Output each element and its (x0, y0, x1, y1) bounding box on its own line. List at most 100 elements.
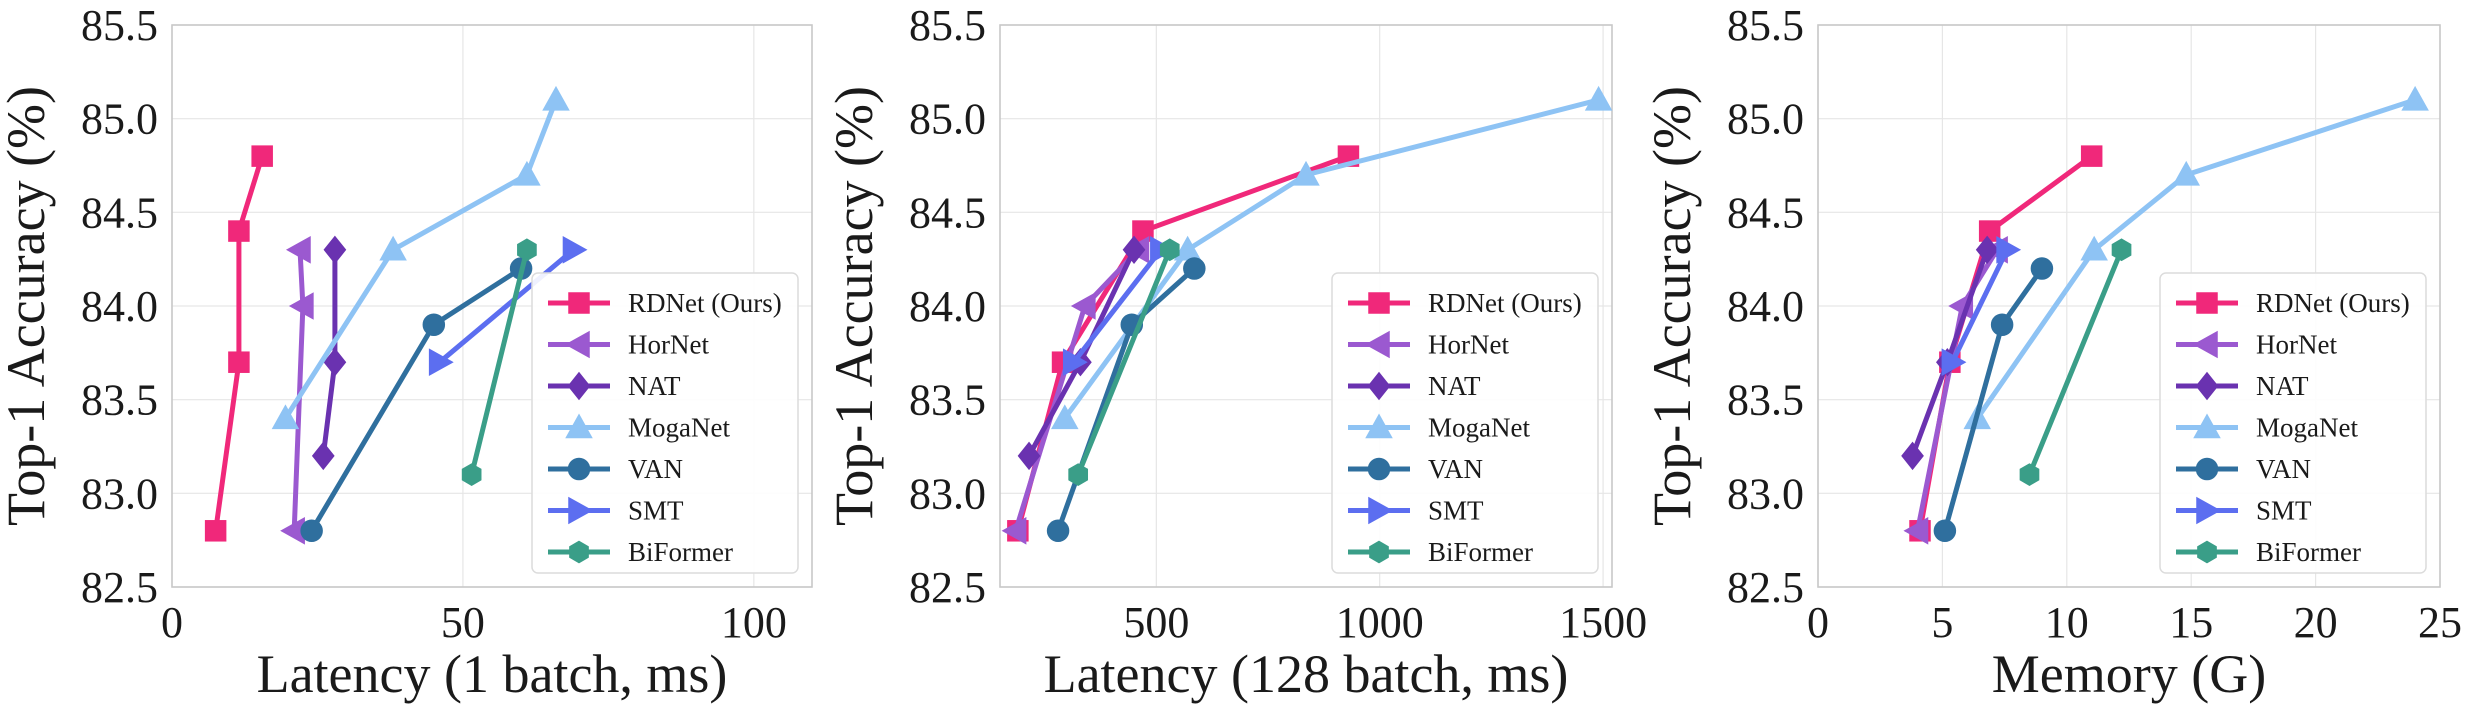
chart-panel-3: 82.5 83.0 83.5 84.0 84.5 85.0 85.5 0 5 10 15 20 25 Me… (1642, 1, 2462, 704)
data-point-biformer (461, 463, 482, 486)
series-line-biformer (469, 247, 530, 478)
series-line-moganet (282, 97, 559, 421)
legend-marker-hornet (1364, 330, 1390, 359)
legend-label-moganet: MogaNet (2256, 413, 2358, 443)
legend-label-nat: NAT (1428, 371, 1481, 401)
data-point-biformer (1068, 463, 1089, 486)
x-axis-label: Memory (G) (1992, 644, 2266, 704)
legend-label-moganet: MogaNet (1428, 413, 1530, 443)
y-tick-label: 85.0 (909, 95, 986, 144)
data-point-biformer (517, 238, 537, 262)
data-point-nat (1901, 441, 1924, 471)
x-tick-label: 1000 (1336, 598, 1424, 647)
y-axis-label: Top-1 Accuracy (%) (824, 86, 884, 526)
y-tick-label: 83.5 (909, 376, 986, 425)
legend-marker-smt (1368, 496, 1394, 525)
series-line-biformer (2026, 247, 2125, 478)
legend-label-van: VAN (2256, 454, 2311, 484)
y-tick-label: 83.0 (81, 469, 158, 518)
data-point-rdnet-ours (204, 520, 227, 542)
chart-panel-1: 82.5 83.0 83.5 84.0 84.5 85.0 85.5 0 50 100Latenc… (0, 1, 813, 704)
x-tick-label: 5 (1931, 598, 1953, 647)
x-tick-label: 500 (1123, 598, 1189, 647)
data-point-rdnet-ours (251, 145, 273, 167)
legend-marker-van (1367, 457, 1391, 481)
y-tick-label: 82.5 (81, 563, 158, 612)
x-tick-label: 50 (441, 598, 485, 647)
data-point-rdnet-ours (228, 351, 250, 373)
legend: RDNet (Ours) HorNet NAT MogaNet VAN SMT BiForm… (2159, 272, 2427, 574)
y-tick-label: 85.0 (81, 95, 158, 144)
legend-box (531, 272, 799, 574)
data-point-moganet (1292, 160, 1320, 186)
y-tick-label: 83.0 (909, 469, 986, 518)
data-point-hornet (1903, 517, 1929, 545)
data-point-smt (1062, 348, 1088, 376)
y-tick-label: 84.5 (1727, 188, 1804, 237)
legend-label-hornet: HorNet (1428, 330, 1509, 360)
legend-label-smt: SMT (2256, 496, 2312, 526)
legend-marker-nat (2195, 371, 2219, 401)
y-tick-label: 83.5 (81, 376, 158, 425)
legend: RDNet (Ours) HorNet NAT MogaNet VAN SMT BiForm… (1331, 272, 1599, 574)
legend-label-biformer: BiFormer (2256, 537, 2361, 567)
x-tick-label: 0 (1807, 598, 1829, 647)
legend-label-hornet: HorNet (2256, 330, 2337, 360)
legend-label-rdnet-ours: RDNet (Ours) (2256, 288, 2410, 318)
legend-label-smt: SMT (628, 496, 684, 526)
legend-label-nat: NAT (628, 371, 681, 401)
legend-marker-biformer (569, 540, 589, 564)
legend-label-van: VAN (628, 454, 683, 484)
y-tick-label: 84.5 (909, 188, 986, 237)
legend-marker-van (567, 457, 591, 481)
x-tick-label: 100 (721, 598, 787, 647)
data-point-van (422, 313, 446, 336)
legend-marker-moganet (565, 413, 593, 439)
data-point-moganet (2401, 85, 2429, 111)
y-tick-label: 85.5 (1727, 1, 1804, 50)
plot-frame (1817, 24, 2441, 588)
data-point-nat (1017, 441, 1041, 471)
series-line-smt (1949, 247, 2010, 365)
legend-marker-nat (567, 371, 591, 401)
legend-marker-rdnet-ours (568, 292, 590, 314)
legend-marker-hornet (2192, 330, 2218, 359)
data-point-moganet (271, 404, 300, 430)
data-point-nat (323, 347, 347, 377)
legend-marker-nat (1367, 371, 1391, 401)
data-point-moganet (1050, 404, 1079, 430)
x-tick-label: 0 (161, 598, 183, 647)
y-tick-label: 84.0 (81, 282, 158, 331)
plot-frame (999, 24, 1613, 588)
series-line-smt (1071, 247, 1164, 365)
data-point-biformer (1159, 238, 1180, 262)
legend-marker-rdnet-ours (2196, 292, 2218, 314)
legend-label-rdnet-ours: RDNet (Ours) (1428, 288, 1582, 318)
data-point-smt (1996, 236, 2022, 264)
x-tick-label: 15 (2169, 598, 2213, 647)
x-axis-label: Latency (128 batch, ms) (1044, 644, 1569, 704)
data-point-moganet (2172, 160, 2200, 186)
y-axis-label: Top-1 Accuracy (%) (0, 86, 56, 526)
y-tick-label: 82.5 (909, 563, 986, 612)
data-point-van (2030, 257, 2054, 280)
legend-marker-rdnet-ours (1368, 292, 1390, 314)
x-tick-label: 20 (2294, 598, 2338, 647)
data-point-smt (1941, 348, 1967, 376)
data-point-nat (1122, 235, 1146, 265)
legend-marker-biformer (1369, 540, 1389, 564)
data-point-biformer (2019, 463, 2040, 486)
legend-label-nat: NAT (2256, 371, 2309, 401)
legend-marker-smt (568, 496, 594, 525)
legend-label-hornet: HorNet (628, 330, 709, 360)
y-tick-label: 83.0 (1727, 469, 1804, 518)
data-point-van (1933, 519, 1957, 543)
series-line-rdnet-ours (213, 153, 265, 534)
x-axis-label: Latency (1 batch, ms) (257, 644, 728, 704)
legend-label-moganet: MogaNet (628, 413, 730, 443)
y-tick-label: 84.0 (909, 282, 986, 331)
data-point-hornet (1070, 292, 1096, 320)
y-tick-label: 82.5 (1727, 563, 1804, 612)
x-tick-label: 1500 (1559, 598, 1647, 647)
